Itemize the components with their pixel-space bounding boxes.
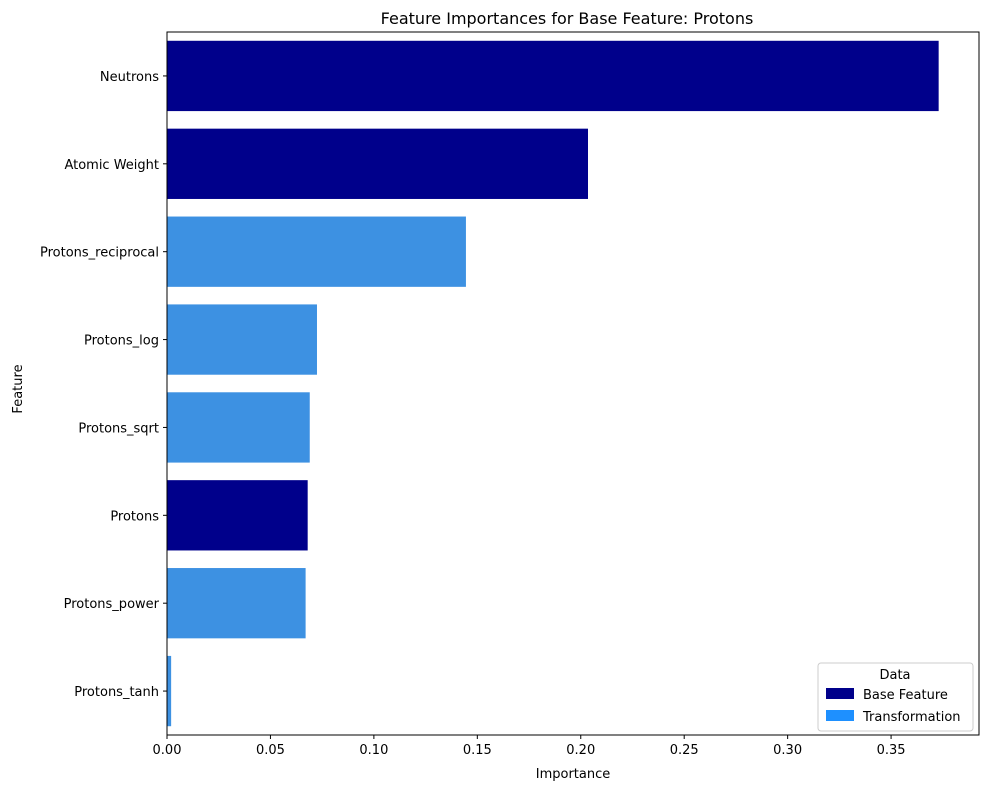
legend-label-transformation: Transformation <box>862 710 961 725</box>
legend-box <box>817 662 974 732</box>
bar-protons <box>167 480 308 551</box>
x-tick-label: 0.05 <box>256 743 285 758</box>
y-tick-label: Protons_tanh <box>74 685 159 700</box>
bar-protons-tanh <box>167 655 172 727</box>
bar-protons-sqrt <box>167 392 310 463</box>
x-tick-labels: 0.00 0.05 0.10 0.15 0.20 0.25 0.30 0.35 <box>153 735 906 758</box>
x-tick-label: 0.00 <box>153 743 182 758</box>
y-tick-label: Protons_sqrt <box>78 421 159 436</box>
bar-protons-power <box>167 568 306 639</box>
x-tick-label: 0.15 <box>463 743 492 758</box>
legend-title: Data <box>879 668 910 683</box>
x-tick-label: 0.35 <box>877 743 906 758</box>
plot-frame <box>166 31 980 736</box>
y-tick-label: Protons <box>110 509 159 524</box>
y-tick-label: Protons_reciprocal <box>40 246 159 261</box>
legend-swatch-base <box>826 688 854 699</box>
y-tick-label: Protons_log <box>84 334 159 349</box>
chart-title: Feature Importances for Base Feature: Pr… <box>381 9 754 28</box>
y-axis-label: Feature <box>11 364 26 413</box>
bar-neutrons <box>167 40 939 112</box>
y-tick-label: Protons_power <box>64 597 160 612</box>
x-tick-label: 0.30 <box>773 743 802 758</box>
y-tick-labels: Neutrons Atomic Weight Protons_reciprocal P… <box>40 70 167 700</box>
legend-label-base: Base Feature <box>863 688 948 703</box>
bar-protons-log <box>167 304 317 375</box>
x-tick-label: 0.20 <box>566 743 595 758</box>
plot-area <box>166 31 980 736</box>
x-tick-label: 0.10 <box>359 743 388 758</box>
x-tick-label: 0.25 <box>670 743 699 758</box>
x-axis-label: Importance <box>536 767 611 782</box>
legend-swatch-transformation <box>826 710 854 721</box>
y-tick-label: Neutrons <box>100 70 159 85</box>
legend: Data Base Feature Transformation <box>817 662 974 732</box>
bar-atomic-weight <box>167 128 588 199</box>
y-tick-label: Atomic Weight <box>64 158 159 173</box>
bar-protons-reciprocal <box>167 216 466 287</box>
